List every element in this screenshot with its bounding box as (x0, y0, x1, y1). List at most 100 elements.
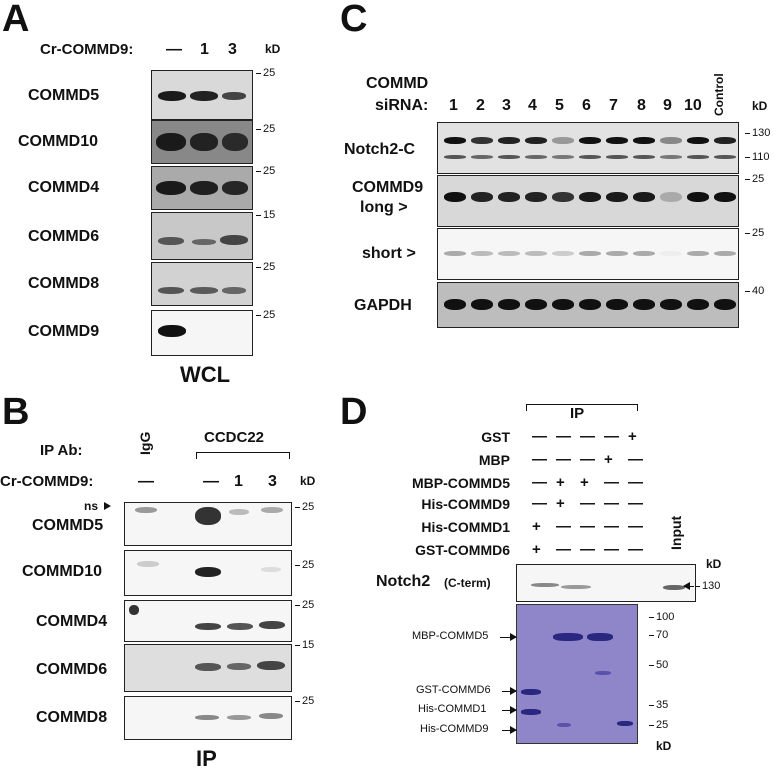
blot-band (579, 192, 601, 202)
panel-d-notch-label: Notch2 (376, 573, 431, 590)
blot-band (190, 287, 218, 294)
panel-d-condition-label: GST-COMMD6 (415, 542, 510, 558)
blot-band (444, 137, 466, 144)
panel-a-blot-commd10 (151, 120, 253, 164)
panel-c-marker: 130 (744, 127, 771, 139)
blot-band (525, 299, 547, 310)
panel-d-condition-sign: — (556, 541, 571, 558)
panel-c-lane: 6 (582, 97, 591, 114)
panel-d-condition-sign: — (556, 428, 571, 445)
panel-c-row-label: GAPDH (354, 297, 412, 314)
panel-b-letter: B (2, 391, 30, 433)
blot-band (552, 299, 574, 310)
blot-band (633, 251, 655, 256)
blot-band (158, 287, 184, 294)
blot-band (471, 192, 493, 202)
panel-a-blot-commd9 (151, 310, 253, 356)
panel-c-kd-label: kD (752, 99, 768, 113)
blot-band (660, 155, 682, 159)
panel-b-lane-1: — (203, 473, 219, 490)
panel-b-marker: 25 (294, 695, 315, 707)
panel-a-lane-1: — (166, 41, 182, 58)
panel-b-kd-label: kD (300, 474, 316, 488)
blot-band (714, 155, 736, 159)
panel-c-sirna-label: siRNA: (375, 97, 429, 114)
blot-band (261, 567, 281, 572)
panel-b-row-label: COMMD6 (36, 661, 108, 678)
panel-d-notch-marker: 130 (694, 580, 721, 592)
panel-a-marker: 25 (255, 309, 276, 321)
panel-d-gel-marker: 100 (648, 611, 675, 623)
panel-d-condition-sign: — (532, 451, 547, 468)
panel-c-blot-commd9-short (437, 228, 739, 280)
panel-d-condition-sign: + (628, 428, 637, 445)
panel-d-condition-sign: — (580, 495, 595, 512)
panel-d-gel-marker: 25 (648, 719, 669, 731)
blot-band (444, 299, 466, 310)
blot-band (471, 299, 493, 310)
panel-d-condition-label: GST (481, 429, 510, 445)
blot-band (222, 287, 246, 294)
blot-band (525, 137, 547, 144)
panel-a-marker: 25 (255, 123, 276, 135)
panel-c-lane: 1 (449, 97, 458, 114)
blot-band (552, 137, 574, 144)
panel-c-lane: 5 (555, 97, 564, 114)
blot-band (714, 299, 736, 310)
panel-d-condition-sign: — (604, 428, 619, 445)
gel-band (595, 671, 611, 675)
panel-b-ns-label: ns (84, 499, 99, 513)
panel-d-condition-sign: — (628, 474, 643, 491)
panel-d-ip-bracket (526, 404, 638, 411)
blot-band (561, 585, 591, 589)
blot-band (525, 251, 547, 256)
blot-band (633, 155, 655, 159)
panel-d-condition-sign: — (580, 518, 595, 535)
panel-c-marker: 110 (745, 151, 770, 163)
panel-d-letter: D (340, 391, 368, 433)
panel-a-row-label: COMMD9 (28, 323, 100, 340)
blot-band (444, 251, 466, 256)
blot-band (444, 192, 466, 202)
blot-band (579, 251, 601, 256)
panel-d-ip-label: IP (570, 405, 585, 422)
panel-a-kd-label: kD (265, 42, 281, 56)
blot-band (660, 299, 682, 310)
panel-a-row-label: COMMD8 (28, 275, 100, 292)
blot-band (579, 155, 601, 159)
arrow-right-icon (502, 706, 517, 714)
panel-c-marker: 25 (744, 227, 765, 239)
panel-d-gel-marker: 50 (648, 659, 669, 671)
panel-c-marker: 25 (744, 173, 765, 185)
panel-d-condition-sign: + (532, 541, 541, 558)
arrow-right-icon (502, 687, 517, 695)
blot-band (222, 181, 248, 195)
panel-a-marker: 25 (255, 165, 276, 177)
panel-c-lane: 2 (476, 97, 485, 114)
panel-c-blot-notch2 (437, 122, 739, 174)
panel-d-condition-sign: — (604, 474, 619, 491)
blot-band (135, 507, 157, 513)
panel-d-condition-sign: + (532, 518, 541, 535)
blot-band (498, 299, 520, 310)
blot-band (552, 251, 574, 256)
panel-a-marker: 25 (255, 67, 276, 79)
panel-d-gel-marker: 70 (648, 629, 669, 641)
blot-band (156, 181, 186, 195)
panel-c-letter: C (340, 0, 368, 40)
blot-band (471, 251, 493, 256)
blot-band (498, 137, 520, 144)
panel-c-row-label: short > (362, 245, 416, 262)
blot-band (714, 192, 736, 202)
panel-d-condition-sign: + (556, 495, 565, 512)
panel-d-arrow-label: His-COMMD1 (418, 703, 487, 715)
blot-band (195, 507, 221, 525)
panel-b-ccdc22-bracket (196, 452, 290, 459)
panel-d-condition-sign: — (604, 495, 619, 512)
blot-band (531, 583, 559, 587)
panel-a-blot-commd6 (151, 212, 253, 260)
blot-band (606, 192, 628, 202)
panel-c-blot-commd9-long (437, 175, 739, 227)
panel-b-marker: 15 (294, 639, 315, 651)
panel-d-condition-sign: — (628, 541, 643, 558)
